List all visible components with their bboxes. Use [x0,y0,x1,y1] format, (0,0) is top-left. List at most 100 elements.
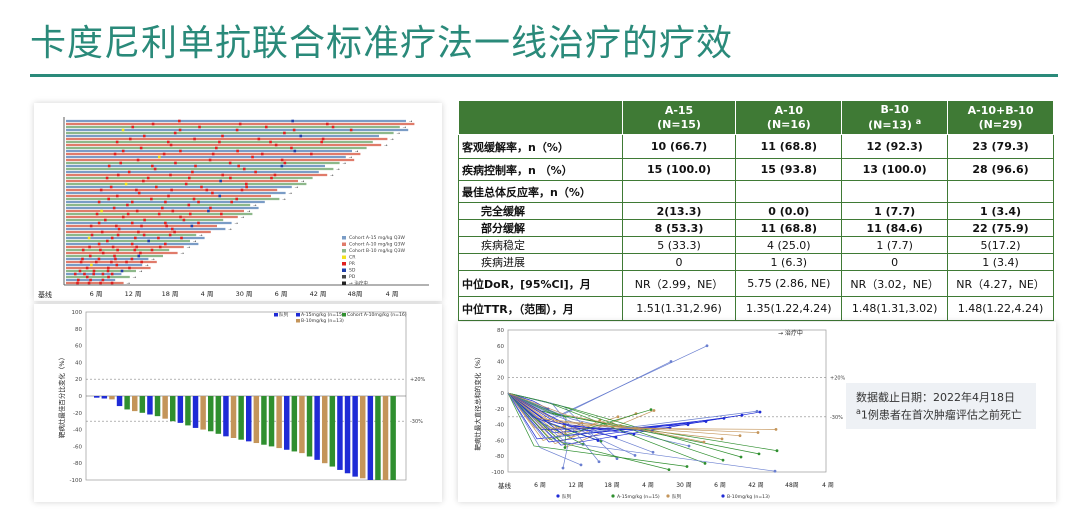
swimmer-marker [135,188,138,192]
waterfall-legend-label: 队列 [279,311,289,318]
spider-x-tick: 30 周 [676,482,692,489]
swimmer-marker [158,245,162,249]
swimmer-marker [188,212,192,216]
swimmer-marker [135,209,139,213]
swimmer-marker [113,254,116,258]
swimmer-x-tick: 12 周 [125,290,142,298]
waterfall-bar [306,396,313,457]
swimmer-marker [237,164,240,168]
waterfall-bar [276,396,282,449]
ongoing-arrow: → [228,227,232,232]
swimmer-marker [126,203,129,207]
swimmer-marker [127,170,131,174]
swimmer-marker [191,170,194,174]
swimmer-marker [97,257,101,261]
swimmer-legend-swatch [342,242,346,246]
swimmer-legend-label: Cohort B-10 mg/kg Q3W [349,248,406,254]
title-underline [30,74,1058,77]
swimmer-x-tick: 4 周 [386,290,399,298]
swimmer-marker [235,128,239,132]
swimmer-marker [164,242,167,246]
table-header-a15: A-15 (N=15) [621,100,737,135]
swimmer-marker [110,272,114,276]
waterfall-bar [314,396,320,460]
swimmer-legend-label: SD [349,268,356,274]
ongoing-arrow: → [127,281,131,286]
swimmer-marker [83,272,86,276]
waterfall-bar [192,396,199,428]
table-header-a10: A-10 (N=16) [735,100,843,135]
swimmer-marker [155,185,158,189]
waterfall-y-tick: 20 [75,377,82,383]
table-cell: 12 (92.3) [841,134,949,159]
swimmer-marker [166,140,170,144]
swimmer-marker [100,209,103,213]
spider-point [703,461,707,465]
spider-point [685,465,689,468]
spider-y-tick: -80 [495,454,504,460]
ongoing-arrow: → [241,215,245,220]
ongoing-arrow: → [282,197,286,202]
swimmer-marker [310,152,313,156]
spider-line [507,392,776,472]
ongoing-arrow: → [235,221,239,226]
swimmer-legend-swatch [342,275,346,279]
spider-ref-label-plus20: +20% [830,375,846,381]
waterfall-legend-swatch [296,313,300,317]
swimmer-marker [115,140,119,144]
spider-line [507,392,582,466]
waterfall-legend-label: A-15mg/kg (n=15) [301,312,344,318]
swimmer-marker [215,146,218,150]
waterfall-bar [253,396,260,444]
table-cell: 0 [841,253,949,271]
swimmer-marker [119,161,123,165]
table-cell: 1 (7.7) [841,202,949,220]
row-label: 部分缓解 [458,219,623,237]
swimmer-marker [187,203,191,207]
spider-y-label: 靶病灶最大直径总和的变化（%） [473,353,482,450]
swimmer-marker [197,200,200,204]
table-cell: 5(17.2) [947,236,1054,254]
swimmer-marker [221,173,225,177]
swimmer-marker [89,224,93,228]
swimmer-marker [230,200,233,204]
spider-line [507,361,672,417]
spider-y-tick: 0 [501,391,505,397]
row-label: 疾病控制率，n （%） [458,158,623,181]
swimmer-marker [134,236,137,240]
swimmer-marker [76,281,79,285]
table-cell: 15 (100.0) [621,158,737,181]
swimmer-marker [254,170,257,174]
table-cell: 15 (93.8) [735,158,843,181]
swimmer-marker [151,164,154,168]
table-cell [621,180,737,203]
swimmer-marker [107,266,110,270]
swimmer-marker [280,164,284,168]
waterfall-plot: 靶病灶最佳百分比变化（%） 100 80 60 40 20 0 -20 -40 -60 -80 -10… [34,304,442,502]
spider-point [686,423,690,427]
row-label: 疾病稳定 [458,236,623,254]
spider-point [632,432,636,436]
waterfall-bar [139,396,146,413]
table-cell: 1.35(1.22,4.24) [735,296,843,321]
swimmer-marker [273,173,277,177]
spider-line [507,392,652,441]
spider-point [755,409,759,413]
spider-line [507,392,705,443]
ongoing-arrow: → [181,251,185,256]
spider-y-tick: -40 [495,423,504,429]
waterfall-y-tick: 60 [75,344,82,350]
swimmer-marker [106,269,110,273]
swimmer-plot: → → → → → → → → → → → → → → → → → → → → → → → → → → → → 基线 6 周 12 周 18 … [34,103,442,301]
table-cell: 5 (33.3) [621,236,737,254]
table-cell: 1 (7.7) [841,236,949,254]
footnote: a1例患者在首次肿瘤评估之前死亡 [856,407,1022,422]
swimmer-marker [116,173,120,177]
swimmer-legend-label: CR [349,255,356,261]
swimmer-marker [109,185,113,189]
swimmer-marker [236,149,239,153]
swimmer-marker [140,260,143,264]
spider-line [507,392,599,441]
waterfall-bar [322,396,328,464]
spider-legend-label: B-10mg/kg (n=13) [727,494,770,500]
